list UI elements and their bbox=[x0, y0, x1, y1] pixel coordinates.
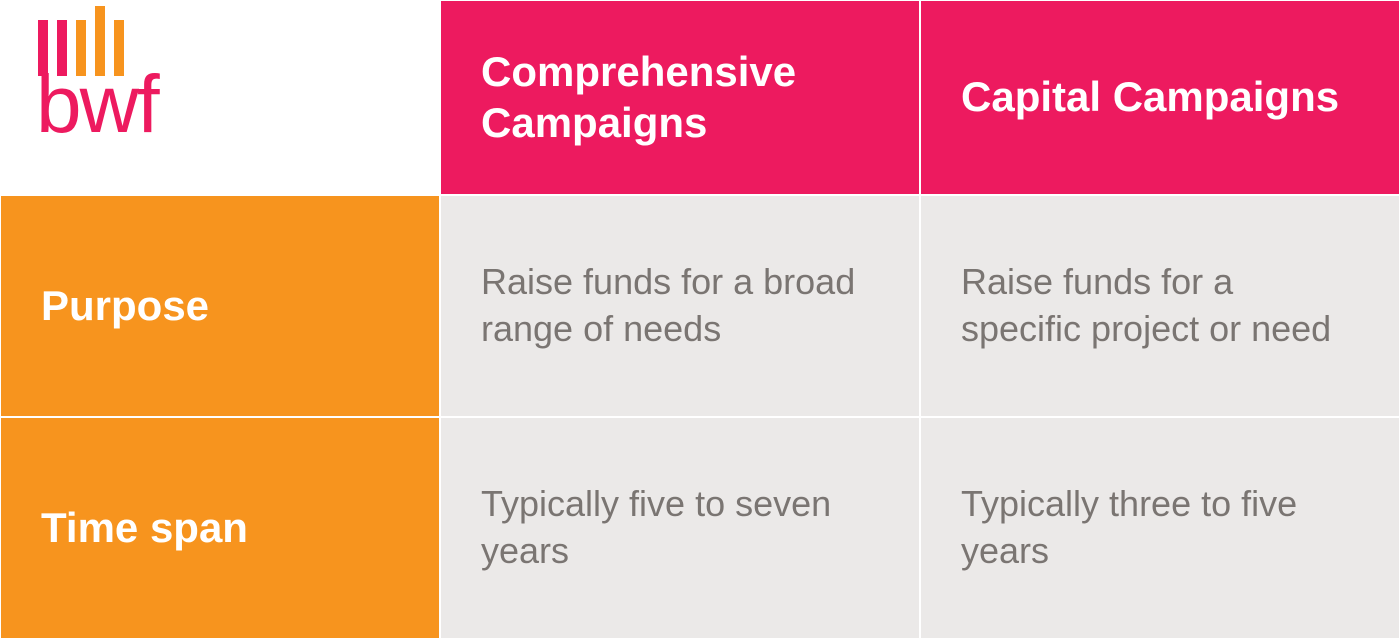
column-header-capital: Capital Campaigns bbox=[920, 0, 1400, 195]
bwf-logo: bwf bbox=[36, 6, 158, 146]
logo-cell: bwf bbox=[0, 0, 440, 195]
table-header-row: bwf Comprehensive Campaigns Capital Camp… bbox=[0, 0, 1400, 195]
column-header-comprehensive: Comprehensive Campaigns bbox=[440, 0, 920, 195]
data-cell: Raise funds for a specific project or ne… bbox=[920, 195, 1400, 417]
data-cell: Raise funds for a broad range of needs bbox=[440, 195, 920, 417]
row-header-timespan: Time span bbox=[0, 417, 440, 639]
row-header-purpose: Purpose bbox=[0, 195, 440, 417]
table-row: Purpose Raise funds for a broad range of… bbox=[0, 195, 1400, 417]
data-cell: Typically five to seven years bbox=[440, 417, 920, 639]
table-row: Time span Typically five to seven years … bbox=[0, 417, 1400, 639]
comparison-table: bwf Comprehensive Campaigns Capital Camp… bbox=[0, 0, 1400, 640]
data-cell: Typically three to five years bbox=[920, 417, 1400, 639]
logo-text: bwf bbox=[36, 64, 158, 146]
